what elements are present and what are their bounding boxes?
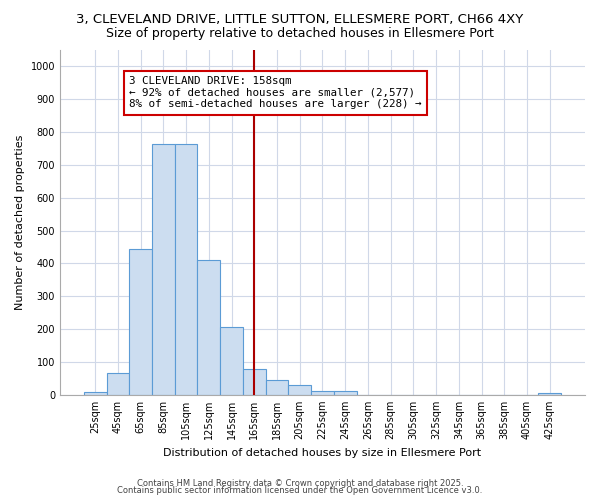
X-axis label: Distribution of detached houses by size in Ellesmere Port: Distribution of detached houses by size … <box>163 448 482 458</box>
Bar <box>129 248 152 395</box>
Bar <box>84 392 107 395</box>
Y-axis label: Number of detached properties: Number of detached properties <box>15 134 25 310</box>
Bar <box>289 385 311 395</box>
Bar <box>243 368 266 395</box>
Text: 3 CLEVELAND DRIVE: 158sqm
← 92% of detached houses are smaller (2,577)
8% of sem: 3 CLEVELAND DRIVE: 158sqm ← 92% of detac… <box>129 76 422 110</box>
Bar <box>334 391 356 395</box>
Text: Contains HM Land Registry data © Crown copyright and database right 2025.: Contains HM Land Registry data © Crown c… <box>137 478 463 488</box>
Bar <box>266 380 289 395</box>
Bar <box>175 144 197 395</box>
Bar <box>152 144 175 395</box>
Text: Contains public sector information licensed under the Open Government Licence v3: Contains public sector information licen… <box>118 486 482 495</box>
Bar <box>311 391 334 395</box>
Text: 3, CLEVELAND DRIVE, LITTLE SUTTON, ELLESMERE PORT, CH66 4XY: 3, CLEVELAND DRIVE, LITTLE SUTTON, ELLES… <box>76 12 524 26</box>
Text: Size of property relative to detached houses in Ellesmere Port: Size of property relative to detached ho… <box>106 28 494 40</box>
Bar <box>107 374 129 395</box>
Bar <box>197 260 220 395</box>
Bar <box>220 328 243 395</box>
Bar <box>538 393 561 395</box>
